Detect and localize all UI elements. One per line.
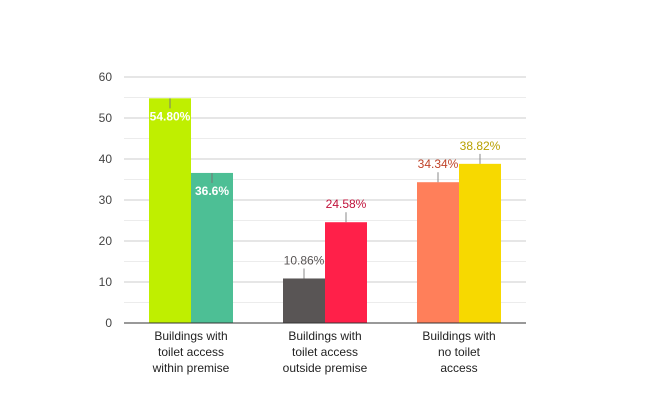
y-tick-label: 20 [99, 234, 113, 248]
category-label: Buildings with toilet access within premis… [152, 329, 230, 375]
bar [417, 182, 459, 323]
category-labels: Buildings with toilet access within premis… [152, 329, 496, 375]
bar [149, 98, 191, 323]
y-tick-label: 40 [99, 152, 113, 166]
y-tick-label: 10 [99, 275, 113, 289]
bar [459, 163, 501, 323]
category-label-line: Buildings with [422, 329, 495, 343]
bar [325, 222, 367, 323]
data-label: 54.80% [150, 109, 191, 123]
bar [191, 172, 233, 323]
data-label: 24.58% [326, 197, 367, 211]
data-labels: 54.80% 36.6% 10.86% 24.58% 34.34%38.82% [150, 109, 501, 267]
category-label-line: within premise [152, 361, 230, 375]
category-label-line: toilet access [158, 345, 224, 359]
data-label: 36.6% [195, 184, 229, 198]
data-label: 38.82% [460, 139, 501, 153]
y-tick-label: 30 [99, 193, 113, 207]
bar [283, 278, 325, 323]
data-label: 34.34% [418, 157, 459, 171]
y-axis-ticks: 0 10 20 30 40 50 60 [99, 70, 113, 330]
data-label: 10.86% [284, 253, 325, 267]
category-label-line: access [440, 361, 477, 375]
y-tick-label: 50 [99, 111, 113, 125]
label-connectors [169, 98, 481, 279]
category-label-line: Buildings with [288, 329, 361, 343]
bars [149, 98, 501, 323]
y-tick-label: 0 [105, 316, 112, 330]
y-tick-label: 60 [99, 70, 113, 84]
category-label: Buildings with no toilet access [422, 329, 495, 375]
category-label-line: Buildings with [154, 329, 227, 343]
category-label-line: toilet access [292, 345, 358, 359]
category-label: Buildings with toilet access outside premi… [283, 329, 368, 375]
category-label-line: outside premise [283, 361, 368, 375]
category-label-line: no toilet [438, 345, 481, 359]
